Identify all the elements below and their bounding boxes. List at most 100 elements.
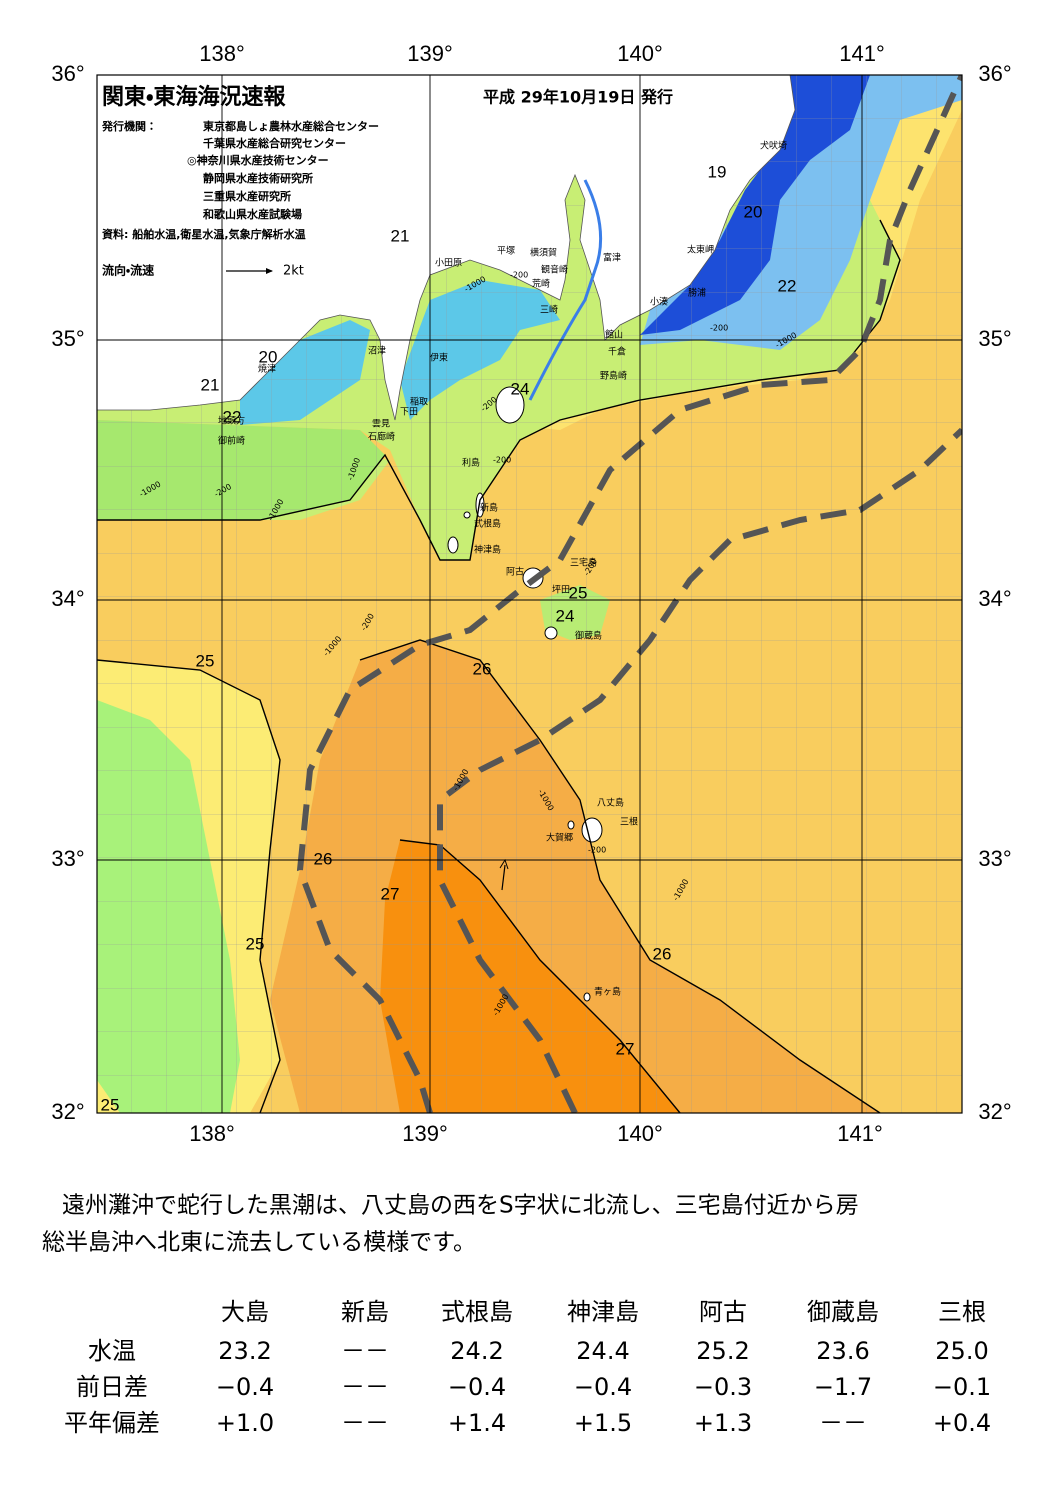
cell: −0.4 — [448, 1373, 506, 1401]
lon-label: 140° — [617, 1121, 663, 1146]
cell: 25.0 — [935, 1337, 988, 1365]
lon-label: 140° — [617, 41, 663, 66]
temp-label: 22 — [778, 276, 797, 295]
place: 野島崎 — [600, 370, 627, 382]
cell: −0.4 — [216, 1373, 274, 1401]
islands — [447, 386, 603, 1002]
lat-label: 36° — [51, 61, 84, 86]
depth-label: -200 — [588, 846, 606, 855]
place: 小田原 — [435, 258, 462, 269]
legend-label: 流向・流速 — [102, 263, 154, 278]
issuer: 静岡県水産技術研究所 — [203, 171, 313, 185]
place: 下田 — [400, 407, 418, 418]
cell: 25.2 — [696, 1337, 749, 1365]
legend-speed: 2kt — [283, 264, 304, 279]
temp-label: 19 — [708, 162, 727, 181]
cell: －－ — [819, 1409, 867, 1437]
temp-label: 22 — [223, 407, 242, 426]
temp-label: 24 — [556, 606, 575, 625]
place: 雲見 — [372, 419, 390, 430]
issuer: 和歌山県水産試験場 — [203, 207, 302, 221]
current-arrow — [501, 864, 506, 891]
lat-label: 36° — [978, 61, 1011, 86]
cell: +1.0 — [216, 1409, 274, 1437]
cell: +1.3 — [694, 1409, 752, 1437]
place: 阿古 — [506, 566, 524, 578]
tokyo-bay — [528, 179, 603, 401]
cell: −0.1 — [933, 1373, 991, 1401]
temp-label: 27 — [381, 884, 400, 903]
lon-label: 138° — [199, 41, 245, 66]
place: 平塚 — [497, 246, 515, 257]
row-label: 平年偏差 — [64, 1409, 160, 1437]
lon-label: 139° — [407, 41, 453, 66]
place: 坪田 — [552, 585, 570, 596]
cell: −0.3 — [694, 1373, 752, 1401]
place: 新島 — [480, 502, 498, 514]
description: 総半島沖へ北東に流去している模様です。 — [42, 1230, 476, 1256]
cell: 23.2 — [218, 1337, 271, 1365]
issuer-label: 発行機関： — [101, 119, 157, 133]
lat-label: 35° — [978, 326, 1011, 351]
place: 三根 — [620, 816, 638, 828]
place: 伊東 — [430, 352, 448, 364]
map-frame — [96, 74, 963, 1114]
temp-label: 24 — [511, 379, 530, 398]
kuroshio-axis — [296, 75, 962, 1113]
depth-label: -200 — [493, 456, 511, 465]
place: 館山 — [605, 329, 623, 341]
temp-label: 26 — [653, 944, 672, 963]
map-area — [97, 75, 962, 1113]
column-header: 新島 — [341, 1298, 389, 1326]
issuer: 三重県水産研究所 — [203, 189, 291, 203]
place: 利島 — [462, 457, 480, 469]
row-label: 前日差 — [76, 1373, 148, 1401]
cell: 23.6 — [816, 1337, 869, 1365]
place: 御前崎 — [218, 435, 245, 447]
temp-label: 20 — [259, 347, 278, 366]
title: 関東・東海海況速報 — [102, 84, 286, 110]
cell: －－ — [341, 1373, 389, 1401]
place: 千倉 — [608, 347, 626, 358]
temperature-labels: 19 20 22 21 20 21 22 24 25 24 25 26 26 2… — [101, 162, 797, 1114]
issuer: 東京都島しょ農林水産総合センター — [203, 119, 379, 133]
cell: −1.7 — [814, 1373, 872, 1401]
temp-label: 25 — [246, 934, 265, 953]
temp-label: 21 — [201, 375, 220, 394]
legend-arrow-head — [266, 268, 273, 274]
lon-label: 138° — [189, 1121, 235, 1146]
cell: －－ — [341, 1409, 389, 1437]
cell: +1.4 — [448, 1409, 506, 1437]
place: 三崎 — [540, 304, 558, 316]
issue-date: 平成 29年10月19日 発行 — [483, 88, 673, 107]
graticule — [97, 75, 962, 1113]
place: 小湊 — [650, 296, 668, 308]
temp-label: 25 — [196, 651, 215, 670]
place: 八丈島 — [597, 797, 624, 809]
place: 勝浦 — [688, 287, 706, 299]
temp-label: 20 — [744, 202, 763, 221]
place: 石廊崎 — [368, 431, 395, 443]
column-header: 大島 — [221, 1298, 269, 1326]
lat-label: 35° — [51, 326, 84, 351]
lat-label: 34° — [978, 586, 1011, 611]
issuer: 千葉県水産総合研究センター — [203, 136, 346, 150]
lat-label: 33° — [978, 846, 1011, 871]
lat-label: 33° — [51, 846, 84, 871]
place: 沼津 — [368, 346, 386, 357]
place: 観音崎 — [541, 264, 568, 276]
source: 資料: 船舶水温,衛星水温,気象庁解析水温 — [102, 227, 306, 241]
lat-label: 32° — [978, 1099, 1011, 1124]
place: 青ヶ島 — [594, 986, 621, 998]
place: 大賀郷 — [546, 832, 573, 844]
place: 神津島 — [474, 544, 501, 556]
lon-label: 139° — [402, 1121, 448, 1146]
column-header: 式根島 — [441, 1298, 513, 1326]
place: 焼津 — [258, 364, 276, 375]
cell: +1.5 — [574, 1409, 632, 1437]
column-header: 三根 — [938, 1298, 986, 1326]
column-header: 御蔵島 — [807, 1298, 879, 1326]
temp-label: 25 — [569, 583, 588, 602]
